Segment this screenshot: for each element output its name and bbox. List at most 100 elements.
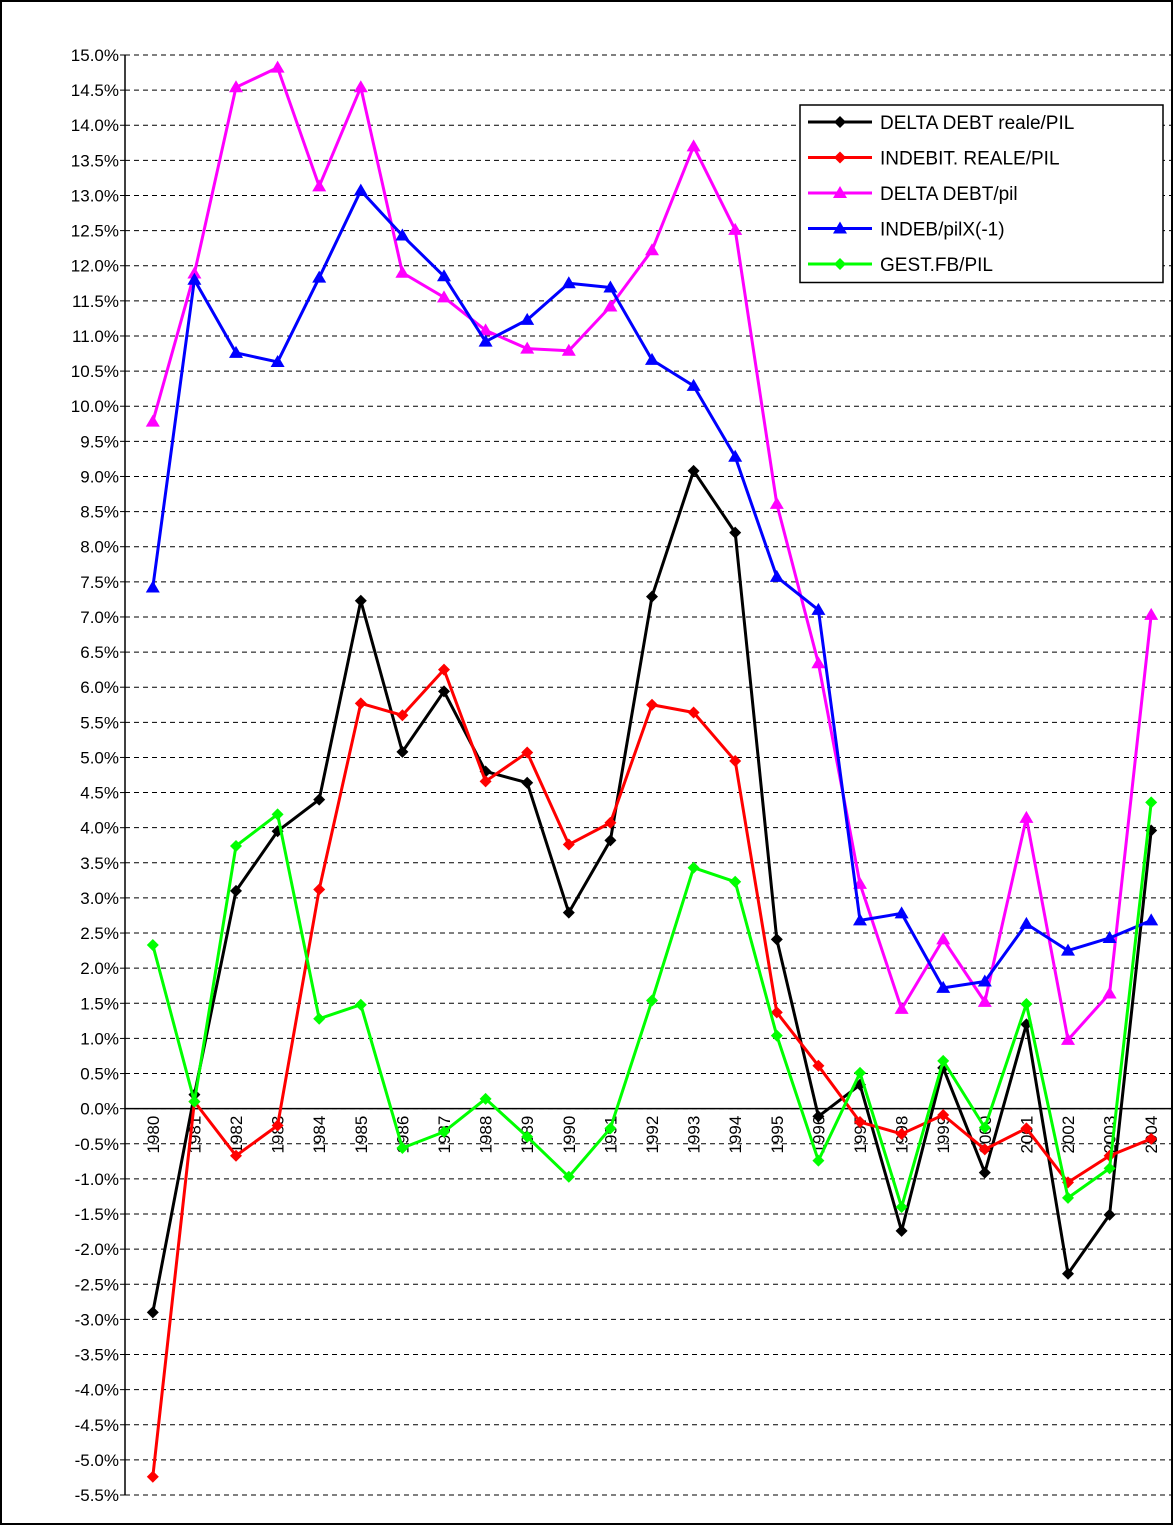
y-tick-label: 5.5% [80, 713, 119, 732]
data-point [437, 269, 451, 282]
data-point [145, 414, 160, 427]
data-point [978, 1143, 991, 1156]
x-tick-label: 1994 [726, 1116, 745, 1154]
data-point [1062, 1191, 1074, 1204]
data-point [895, 1127, 908, 1140]
y-tick-label: 14.0% [71, 116, 119, 135]
y-tick-label: 1.5% [80, 994, 119, 1013]
data-point [977, 974, 992, 987]
data-point [894, 906, 909, 919]
y-tick-label: -3.5% [75, 1346, 119, 1365]
data-point [854, 1066, 866, 1079]
data-point [145, 580, 160, 593]
y-tick-label: 12.5% [71, 222, 119, 241]
data-point [561, 343, 576, 356]
data-point [646, 590, 658, 603]
data-point [812, 1154, 825, 1167]
x-tick-label: 1995 [768, 1116, 787, 1154]
data-point [728, 222, 743, 235]
data-point [354, 697, 367, 710]
x-tick-label: 1992 [643, 1116, 662, 1154]
data-point [230, 1149, 242, 1162]
data-point [396, 1141, 409, 1154]
y-tick-label: -3.0% [75, 1310, 119, 1329]
y-tick-label: -2.0% [75, 1240, 119, 1259]
data-point [229, 80, 243, 93]
y-tick-label: 11.5% [72, 292, 119, 311]
y-tick-label: -4.5% [75, 1416, 119, 1435]
plot [145, 60, 1159, 1483]
data-point [646, 994, 658, 1007]
data-point [812, 1110, 825, 1123]
legend-label: DELTA DEBT reale/PIL [880, 113, 1074, 134]
data-point [937, 1108, 950, 1121]
data-point [687, 861, 700, 874]
x-tick-label: 1986 [393, 1116, 412, 1154]
data-point [271, 808, 284, 821]
y-tick-label: 3.0% [80, 889, 119, 908]
legend-marker [834, 151, 846, 164]
data-point [146, 1306, 159, 1319]
data-point [438, 663, 450, 676]
x-tick-label: 1990 [560, 1116, 579, 1154]
data-point [396, 745, 409, 758]
data-point [312, 270, 327, 283]
y-tick-label: 6.5% [80, 643, 119, 662]
y-tick-label: 13.0% [71, 186, 119, 205]
data-point [229, 345, 243, 358]
legend-marker [834, 116, 846, 128]
data-point [1019, 916, 1034, 929]
x-tick-label: 1997 [851, 1116, 870, 1154]
data-point [230, 884, 242, 897]
data-point [271, 1119, 284, 1132]
data-point [937, 1054, 950, 1067]
data-point [604, 816, 617, 829]
y-tick-label: 4.5% [80, 784, 119, 803]
y-tick-label: 2.0% [80, 959, 119, 978]
x-tick-label: 1980 [144, 1116, 163, 1154]
y-tick-label: 7.0% [80, 608, 119, 627]
data-point [686, 378, 701, 391]
data-point [895, 1201, 908, 1213]
y-tick-label: 2.5% [80, 924, 119, 943]
data-point [811, 656, 826, 669]
y-tick-label: 3.5% [80, 854, 119, 873]
data-point [936, 980, 951, 993]
data-point [354, 594, 367, 607]
y-tick-label: -2.5% [75, 1275, 119, 1294]
data-point [562, 906, 575, 919]
x-tick-label: 1999 [934, 1116, 953, 1154]
data-point [854, 1116, 866, 1129]
data-point [687, 464, 700, 477]
data-point [769, 569, 784, 582]
data-point [1020, 1122, 1033, 1135]
data-point [853, 913, 867, 926]
legend-label: GEST.FB/PIL [880, 255, 993, 276]
data-point [729, 754, 742, 767]
data-point [770, 1029, 783, 1042]
legend-label: DELTA DEBT/pil [880, 184, 1018, 205]
data-point [645, 243, 659, 256]
y-tick-label: 13.5% [71, 151, 119, 170]
data-point [187, 272, 202, 285]
data-point [603, 299, 618, 312]
x-tick-label: 1991 [601, 1116, 620, 1154]
data-point [438, 685, 450, 698]
data-point [437, 290, 451, 303]
y-tick-label: 10.5% [71, 362, 119, 381]
x-tick-label: 1982 [227, 1116, 246, 1154]
data-point [313, 1012, 326, 1025]
data-point [146, 938, 159, 951]
data-point [230, 839, 242, 852]
y-tick-label: 9.5% [80, 432, 119, 451]
data-point [270, 354, 285, 367]
x-tick-label: 2002 [1059, 1116, 1078, 1154]
data-point [354, 998, 367, 1011]
data-point [313, 793, 326, 806]
data-point [353, 183, 368, 196]
y-tick-label: 4.0% [80, 819, 119, 838]
data-point [769, 496, 784, 509]
data-point [353, 80, 368, 93]
data-point [686, 139, 701, 152]
